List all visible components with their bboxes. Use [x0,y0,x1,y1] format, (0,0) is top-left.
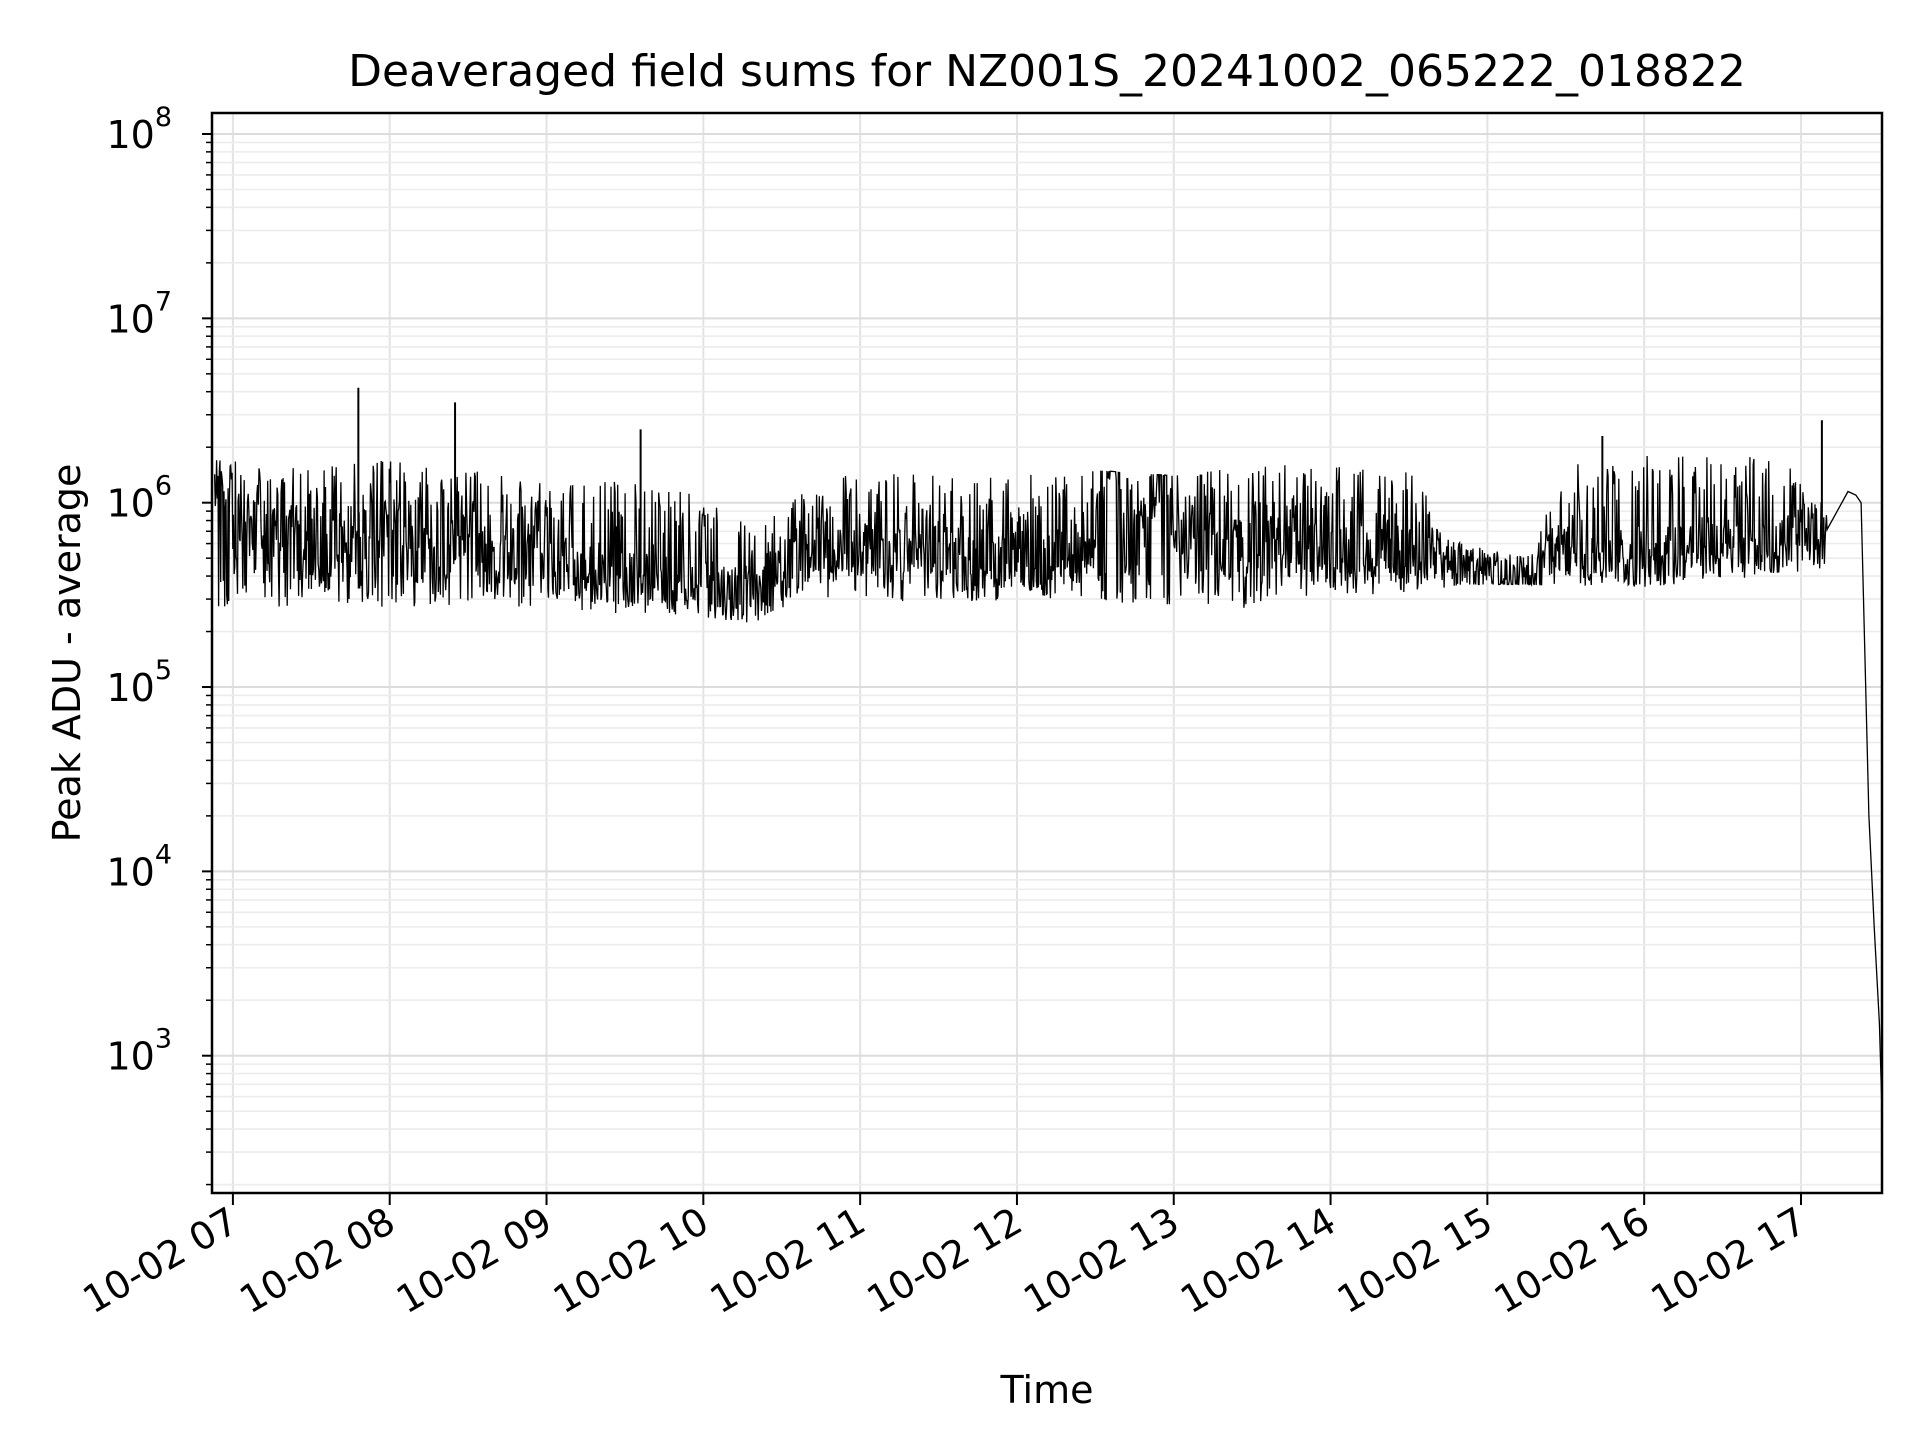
y-axis-label: Peak ADU - average [45,464,89,843]
series-line [213,455,1883,1112]
x-axis-label: Time [1000,1368,1094,1412]
y-tick-exponent: 7 [155,286,172,317]
y-tick-exponent: 3 [155,1024,172,1055]
y-tick-exponent: 4 [155,839,172,870]
series-group [213,387,1883,1112]
y-tick-exponent: 6 [155,471,172,502]
y-tick-exponent: 8 [155,102,172,133]
chart-title: Deaveraged field sums for NZ001S_2024100… [348,46,1746,97]
plot-frame [210,111,1884,1195]
y-tick-exponent: 5 [155,655,172,686]
